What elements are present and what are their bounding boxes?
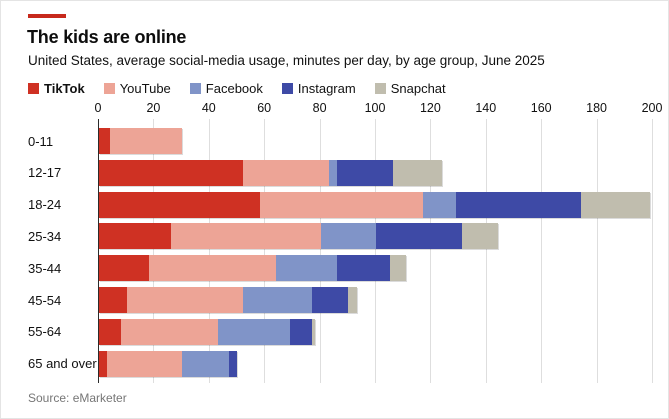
gridline-120 <box>430 119 432 383</box>
x-tick-label-120: 120 <box>419 101 441 115</box>
bar-segment-instagram-18-24 <box>456 191 581 218</box>
x-tick-label-80: 80 <box>312 101 327 115</box>
gridline-200 <box>652 119 653 383</box>
legend-item-snapchat: Snapchat <box>374 81 446 96</box>
bar-segment-youtube-18-24 <box>259 191 424 218</box>
legend-label: TikTok <box>44 81 85 96</box>
bar-segment-instagram-25-34 <box>375 223 462 250</box>
legend-item-facebook: Facebook <box>189 81 263 96</box>
x-tick-label-20: 20 <box>146 101 161 115</box>
bar-segment-tiktok-45-54 <box>99 287 127 313</box>
bar-row-25-34 <box>99 223 498 250</box>
bar-segment-facebook-45-54 <box>243 287 313 313</box>
category-label-45-54: 45-54 <box>28 292 62 308</box>
gridline-140 <box>485 119 487 383</box>
bar-segment-snapchat-12-17 <box>392 159 443 186</box>
gridline-100 <box>375 119 376 383</box>
legend-label: YouTube <box>119 81 171 96</box>
gridline-60 <box>264 119 266 383</box>
x-tick-label-200: 200 <box>641 101 663 115</box>
bar-segment-youtube-45-54 <box>126 287 244 313</box>
gridline-40 <box>208 119 210 383</box>
gridline-180 <box>596 119 598 383</box>
instagram-swatch <box>281 83 293 94</box>
legend-label: Facebook <box>205 81 263 96</box>
category-label-35-44: 35-44 <box>28 260 62 276</box>
x-tick-label-180: 180 <box>586 101 608 115</box>
bar-segment-snapchat-18-24 <box>580 191 651 218</box>
chart-title: The kids are online <box>27 27 187 47</box>
legend-item-instagram: Instagram <box>281 81 356 96</box>
legend-item-tiktok: TikTok <box>28 81 85 96</box>
source-note: Source: eMarketer <box>28 391 127 405</box>
category-label-12-17: 12-17 <box>28 165 62 181</box>
bar-segment-tiktok-12-17 <box>99 159 244 186</box>
bar-row-18-24 <box>99 191 651 218</box>
bar-segment-facebook-35-44 <box>276 255 338 282</box>
bar-segment-youtube-25-34 <box>171 223 321 250</box>
bar-segment-tiktok-0-11 <box>99 128 111 154</box>
bar-segment-snapchat-25-34 <box>461 223 498 250</box>
bar-segment-youtube-0-11 <box>110 128 183 154</box>
bar-segment-instagram-12-17 <box>337 159 393 186</box>
youtube-swatch <box>103 83 115 94</box>
bar-segment-snapchat-35-44 <box>389 255 407 282</box>
bar-segment-youtube-55-64 <box>121 318 219 345</box>
facebook-swatch <box>189 83 201 94</box>
bar-segment-instagram-45-54 <box>312 287 349 313</box>
x-axis-line <box>98 119 99 383</box>
snapchat-swatch <box>374 83 386 94</box>
bar-segment-facebook-65-and-over <box>182 350 230 377</box>
bar-segment-instagram-35-44 <box>337 255 390 282</box>
category-label-0-11: 0-11 <box>28 133 54 149</box>
bar-segment-instagram-65-and-over <box>229 350 238 377</box>
bar-segment-facebook-18-24 <box>423 191 457 218</box>
bar-segment-youtube-35-44 <box>148 255 277 282</box>
accent-bar <box>28 14 66 18</box>
gridline-160 <box>541 119 543 383</box>
chart-subtitle: United States, average social-media usag… <box>28 53 545 68</box>
bar-segment-facebook-55-64 <box>218 318 291 345</box>
category-label-55-64: 55-64 <box>28 324 62 340</box>
category-label-18-24: 18-24 <box>28 197 62 213</box>
bar-row-45-54 <box>99 287 357 313</box>
bar-segment-tiktok-65-and-over <box>99 350 108 377</box>
legend-item-youtube: YouTube <box>103 81 171 96</box>
bar-segment-tiktok-35-44 <box>99 255 149 282</box>
x-tick-label-0: 0 <box>94 101 102 115</box>
gridline-20 <box>153 119 155 383</box>
bar-segment-youtube-12-17 <box>243 159 329 186</box>
category-label-65-and-over: 65 and over <box>28 356 97 372</box>
legend-label: Snapchat <box>390 81 446 96</box>
x-tick-label-160: 160 <box>530 101 552 115</box>
gridline-80 <box>319 119 321 383</box>
bar-segment-youtube-65-and-over <box>107 350 183 377</box>
x-tick-label-40: 40 <box>201 101 216 115</box>
x-tick-label-60: 60 <box>257 101 272 115</box>
bar-segment-tiktok-18-24 <box>99 191 260 218</box>
category-label-25-34: 25-34 <box>28 228 62 244</box>
legend-label: Instagram <box>297 81 356 96</box>
legend: TikTok YouTube Facebook Instagram Snapchat <box>28 81 446 96</box>
tiktok-swatch <box>28 83 39 94</box>
bar-segment-tiktok-55-64 <box>99 318 122 345</box>
bar-row-12-17 <box>99 159 443 186</box>
bar-segment-instagram-55-64 <box>290 318 313 345</box>
bar-row-0-11 <box>99 128 183 154</box>
bar-segment-facebook-25-34 <box>320 223 376 250</box>
bar-segment-snapchat-45-54 <box>348 287 357 313</box>
x-tick-label-140: 140 <box>475 101 497 115</box>
x-tick-label-100: 100 <box>364 101 386 115</box>
bar-row-55-64 <box>99 318 316 345</box>
bar-segment-facebook-12-17 <box>328 159 338 186</box>
bar-segment-tiktok-25-34 <box>99 223 172 250</box>
bar-segment-snapchat-55-64 <box>312 318 316 345</box>
bar-row-35-44 <box>99 255 407 282</box>
bar-row-65-and-over <box>99 350 238 377</box>
